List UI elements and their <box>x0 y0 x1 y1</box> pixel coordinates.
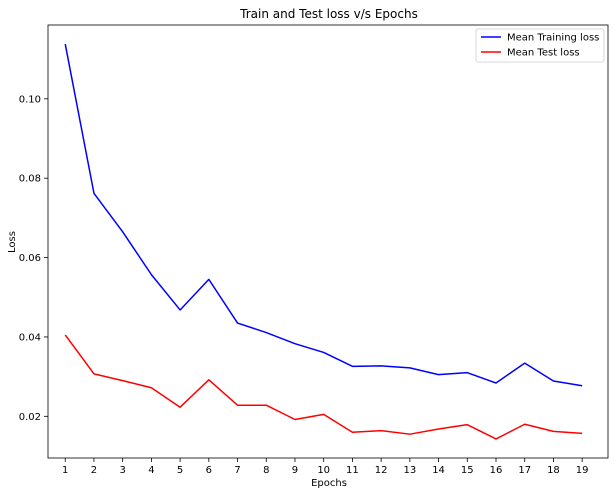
series-line-training <box>64 43 583 387</box>
x-tick-label: 6 <box>206 465 212 476</box>
plot-area <box>47 24 609 459</box>
x-tick-label: 8 <box>263 465 269 476</box>
x-tick-label: 18 <box>547 465 560 476</box>
x-tick-label: 3 <box>119 465 125 476</box>
series-layer <box>64 43 583 440</box>
x-tick-label: 10 <box>317 465 330 476</box>
legend-box <box>475 28 605 63</box>
y-axis-label: Loss <box>7 231 18 253</box>
y-axis-ticks: 0.02 0.04 0.06 0.08 0.10 <box>19 94 48 423</box>
x-axis-label: Epochs <box>311 478 347 489</box>
x-tick-label: 19 <box>576 465 589 476</box>
y-tick-label: 0.06 <box>19 253 41 264</box>
x-tick-label: 11 <box>346 465 359 476</box>
x-tick-label: 1 <box>62 465 68 476</box>
y-tick-label: 0.02 <box>19 412 41 423</box>
x-tick-label: 5 <box>177 465 183 476</box>
x-tick-label: 4 <box>148 465 154 476</box>
x-tick-label: 16 <box>490 465 503 476</box>
legend-label: Mean Test loss <box>507 48 580 59</box>
x-tick-label: 7 <box>234 465 240 476</box>
y-tick-label: 0.08 <box>19 174 41 185</box>
x-tick-label: 9 <box>292 465 298 476</box>
x-tick-label: 2 <box>91 465 97 476</box>
x-tick-label: 14 <box>432 465 445 476</box>
legend-label: Mean Training loss <box>507 33 599 44</box>
legend: Mean Training loss Mean Test loss <box>475 28 605 63</box>
y-tick-label: 0.10 <box>19 94 41 105</box>
x-tick-label: 12 <box>375 465 388 476</box>
x-axis-ticks: 1 2 3 4 5 6 7 8 9 10 11 12 13 14 15 16 17 18 19 <box>62 458 589 476</box>
plot-frame <box>47 24 609 459</box>
x-tick-label: 15 <box>461 465 474 476</box>
x-tick-label: 13 <box>403 465 416 476</box>
x-tick-label: 17 <box>518 465 531 476</box>
chart-title: Train and Test loss v/s Epochs <box>239 7 418 21</box>
y-tick-label: 0.04 <box>19 332 41 343</box>
series-line-test <box>64 334 583 440</box>
